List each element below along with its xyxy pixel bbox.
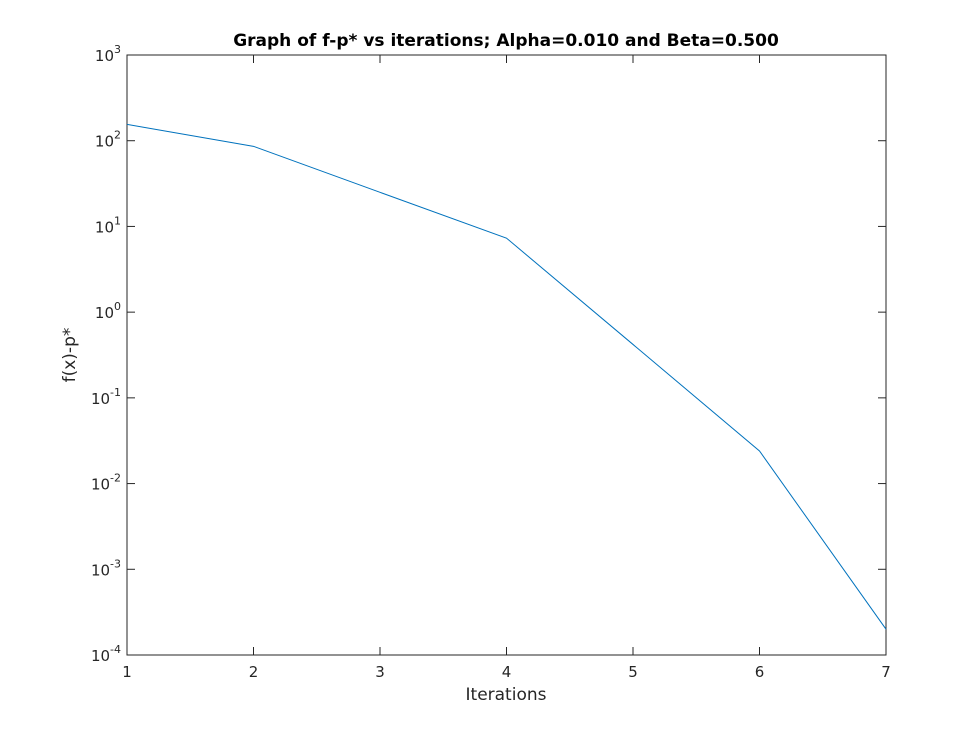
x-tick-label: 6 [755,663,765,681]
y-tick-exponent: 1 [114,214,121,227]
y-tick-exponent: 0 [114,300,121,313]
y-tick-base: 10 [91,390,110,408]
chart-title: Graph of f-p* vs iterations; Alpha=0.010… [233,31,779,51]
x-tick-label: 1 [122,663,132,681]
y-tick-label: 10-2 [91,472,121,494]
y-tick-base: 10 [91,476,110,494]
y-tick-exponent: -1 [110,386,121,399]
y-tick-label: 100 [95,300,121,322]
y-tick-exponent: -2 [110,472,121,485]
series-layer [126,123,887,630]
x-tick-label: 5 [628,663,638,681]
y-tick-label: 103 [95,43,121,65]
axes-box [126,54,887,656]
y-tick-exponent: 3 [114,43,121,56]
y-tick-label: 10-1 [91,386,121,408]
series-line [126,123,887,630]
x-tick-label: 2 [249,663,259,681]
y-tick-base: 10 [95,218,114,236]
y-tick-exponent: -4 [110,643,121,656]
x-axis-ticks: 1 2 3 4 5 6 7 [122,55,891,681]
y-tick-exponent: -3 [110,557,121,570]
y-tick-base: 10 [95,133,114,151]
y-tick-label: 10-3 [91,557,121,579]
y-tick-exponent: 2 [114,129,121,142]
x-tick-label: 4 [502,663,512,681]
y-axis-label: f(x)-p* [60,328,80,383]
y-tick-base: 10 [95,304,114,322]
x-tick-label: 3 [375,663,385,681]
y-tick-base: 10 [95,47,114,65]
y-tick-label: 10-4 [91,643,121,665]
y-tick-base: 10 [91,647,110,665]
x-tick-label: 7 [881,663,891,681]
x-axis-label: Iterations [466,685,547,705]
y-tick-base: 10 [91,561,110,579]
y-tick-label: 102 [95,129,121,151]
y-tick-label: 101 [95,214,121,236]
